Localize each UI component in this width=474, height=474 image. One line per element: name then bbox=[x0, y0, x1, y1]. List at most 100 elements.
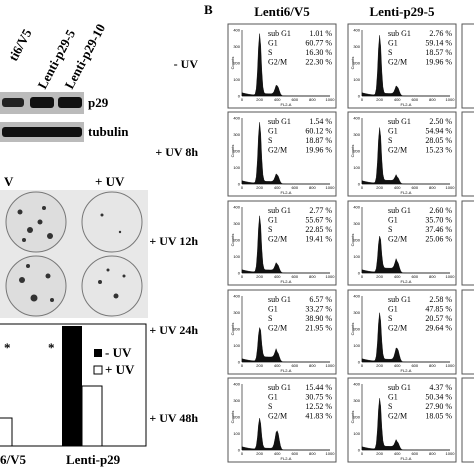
x-tick-label: 400 bbox=[274, 185, 281, 190]
band bbox=[30, 97, 54, 108]
histogram bbox=[241, 122, 331, 185]
axis-label: Counts bbox=[230, 411, 235, 424]
y-tick-label: 0 bbox=[238, 182, 241, 187]
y-tick-label: 300 bbox=[353, 221, 360, 226]
y-tick-label: 0 bbox=[358, 271, 361, 276]
x-tick-label: 1000 bbox=[326, 274, 336, 279]
y-tick-label: 400 bbox=[353, 382, 360, 387]
x-tick-label: 400 bbox=[394, 451, 401, 456]
x-tick-label: 400 bbox=[394, 185, 401, 190]
phase-value: 22.85 % bbox=[305, 225, 332, 234]
x-tick-label: 1000 bbox=[326, 363, 336, 368]
y-tick-label: 400 bbox=[233, 28, 240, 33]
x-tick-label: 1000 bbox=[446, 185, 456, 190]
x-tick-label: 0 bbox=[241, 451, 244, 456]
phase-label: G1 bbox=[268, 127, 278, 136]
axis-label: FL2-A bbox=[281, 279, 292, 284]
histogram bbox=[361, 127, 451, 185]
axis-label: FL2-A bbox=[401, 190, 412, 195]
x-tick-label: 800 bbox=[309, 97, 316, 102]
colonies bbox=[17, 206, 126, 302]
phase-value: 4.37 % bbox=[429, 383, 452, 392]
axis-label: Counts bbox=[230, 323, 235, 336]
x-tick-label: 200 bbox=[256, 97, 263, 102]
x-tick-label: 800 bbox=[429, 363, 436, 368]
phase-value: 18.05 % bbox=[425, 412, 452, 421]
y-tick-label: 100 bbox=[233, 343, 240, 348]
x-tick-label: 1000 bbox=[446, 451, 456, 456]
panel-edge bbox=[461, 111, 474, 197]
y-tick-label: 400 bbox=[233, 382, 240, 387]
y-tick-label: 200 bbox=[233, 238, 240, 243]
x-tick-label: 200 bbox=[376, 274, 383, 279]
phase-label: sub G1 bbox=[388, 383, 411, 392]
phase-label: S bbox=[268, 402, 272, 411]
x-label: 6/V5 bbox=[0, 452, 27, 467]
y-tick-label: 400 bbox=[353, 205, 360, 210]
x-tick-label: 800 bbox=[309, 185, 316, 190]
column-header: Lenti-p29-5 bbox=[370, 4, 436, 19]
phase-value: 50.34 % bbox=[425, 393, 452, 402]
phase-value: 38.90 % bbox=[305, 314, 332, 323]
axis-label: Counts bbox=[230, 145, 235, 158]
x-tick-label: 400 bbox=[394, 363, 401, 368]
histogram bbox=[241, 215, 331, 274]
phase-value: 22.30 % bbox=[305, 58, 332, 67]
x-tick-label: 600 bbox=[291, 274, 298, 279]
x-tick-label: 800 bbox=[429, 97, 436, 102]
asterisk: * bbox=[4, 340, 11, 355]
phase-value: 16.30 % bbox=[305, 48, 332, 57]
phase-value: 2.76 % bbox=[429, 29, 452, 38]
row-label: - UV bbox=[174, 57, 199, 71]
phase-label: S bbox=[268, 48, 272, 57]
y-tick-label: 400 bbox=[233, 116, 240, 121]
x-tick-label: 800 bbox=[429, 185, 436, 190]
y-tick-label: 100 bbox=[353, 165, 360, 170]
x-tick-label: 600 bbox=[291, 185, 298, 190]
x-tick-label: 800 bbox=[309, 363, 316, 368]
y-tick-label: 200 bbox=[233, 61, 240, 66]
x-tick-label: 400 bbox=[394, 97, 401, 102]
phase-label: S bbox=[388, 402, 392, 411]
x-tick-label: 600 bbox=[411, 185, 418, 190]
x-tick-label: 0 bbox=[361, 363, 364, 368]
phase-value: 15.44 % bbox=[305, 383, 332, 392]
histogram bbox=[361, 398, 451, 451]
phase-label: G1 bbox=[388, 127, 398, 136]
row-label: + UV 12h bbox=[149, 234, 198, 248]
phase-value: 18.87 % bbox=[305, 136, 332, 145]
row-label: + UV 8h bbox=[155, 145, 198, 159]
x-tick-label: 1000 bbox=[326, 451, 336, 456]
x-tick-label: 200 bbox=[376, 363, 383, 368]
phase-value: 20.57 % bbox=[425, 314, 452, 323]
x-tick-label: 400 bbox=[274, 97, 281, 102]
lane-label: ti6/V5 bbox=[5, 26, 34, 63]
y-tick-label: 0 bbox=[238, 360, 241, 365]
phase-label: G1 bbox=[388, 305, 398, 314]
histogram bbox=[241, 33, 331, 97]
phase-value: 47.85 % bbox=[425, 305, 452, 314]
phase-value: 2.60 % bbox=[429, 206, 452, 215]
x-tick-label: 800 bbox=[309, 451, 316, 456]
phase-value: 60.12 % bbox=[305, 127, 332, 136]
y-tick-label: 200 bbox=[233, 149, 240, 154]
phase-value: 35.70 % bbox=[425, 216, 452, 225]
axis-label: Counts bbox=[230, 234, 235, 247]
phase-label: sub G1 bbox=[388, 206, 411, 215]
blot-label: p29 bbox=[88, 95, 109, 110]
phase-label: G2/M bbox=[268, 324, 287, 333]
x-tick-label: 400 bbox=[274, 451, 281, 456]
legend-swatch bbox=[93, 365, 103, 375]
axis-label: Counts bbox=[350, 57, 355, 70]
plate bbox=[5, 191, 67, 253]
y-tick-label: 200 bbox=[353, 327, 360, 332]
y-tick-label: 100 bbox=[353, 343, 360, 348]
x-tick-label: 0 bbox=[241, 363, 244, 368]
y-tick-label: 400 bbox=[353, 28, 360, 33]
x-tick-label: 0 bbox=[361, 274, 364, 279]
band bbox=[2, 98, 24, 107]
phase-label: G2/M bbox=[388, 324, 407, 333]
x-tick-label: 0 bbox=[361, 185, 364, 190]
y-tick-label: 200 bbox=[353, 238, 360, 243]
phase-value: 2.77 % bbox=[309, 206, 332, 215]
